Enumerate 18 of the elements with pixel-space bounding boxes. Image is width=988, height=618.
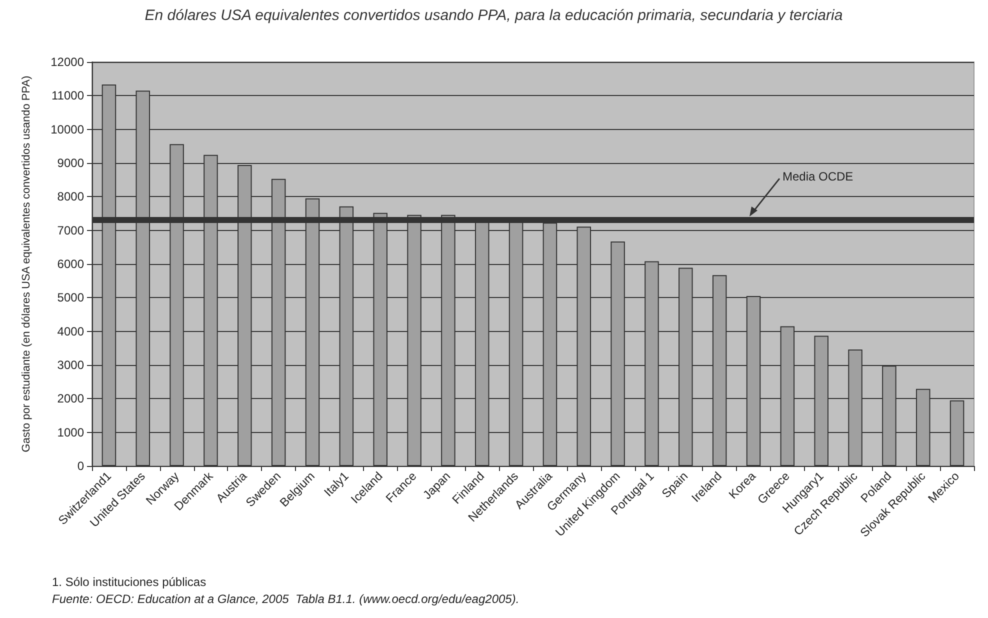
y-tick-label: 6000: [57, 257, 84, 271]
y-tick-label: 1000: [57, 425, 84, 440]
y-tick-label: 8000: [57, 190, 84, 204]
y-tick-label: 10000: [50, 122, 84, 136]
ref-line-label: Media OCDE: [782, 170, 854, 184]
text: 1. Sólo instituciones públicas: [52, 575, 206, 589]
y-tick-label: 7000: [57, 223, 84, 238]
y-tick-label: 5000: [57, 290, 84, 305]
y-tick-label: 9000: [57, 156, 84, 170]
y-tick-label: 0: [77, 459, 84, 473]
y-tick-label: 2000: [57, 392, 84, 406]
y-tick-label: 11000: [52, 88, 84, 103]
y-tick-label: 3000: [57, 358, 84, 372]
source-note: Fuente: OECD: Education at a Glance, 2005 Tabla B1.1. (www.oecd.org/edu/eag2005).: [52, 592, 520, 606]
chart-title: En dólares USA equivalentes convertidos usando PPA, para la educación primaria, secundaria y terciaria: [144, 7, 843, 24]
y-tick-label: 4000: [57, 324, 84, 338]
y-axis-title: Gasto por estudiante (en dólares USA equivalentes convertidos usando PPA): [20, 76, 32, 452]
y-tick-label: 12000: [50, 55, 84, 69]
